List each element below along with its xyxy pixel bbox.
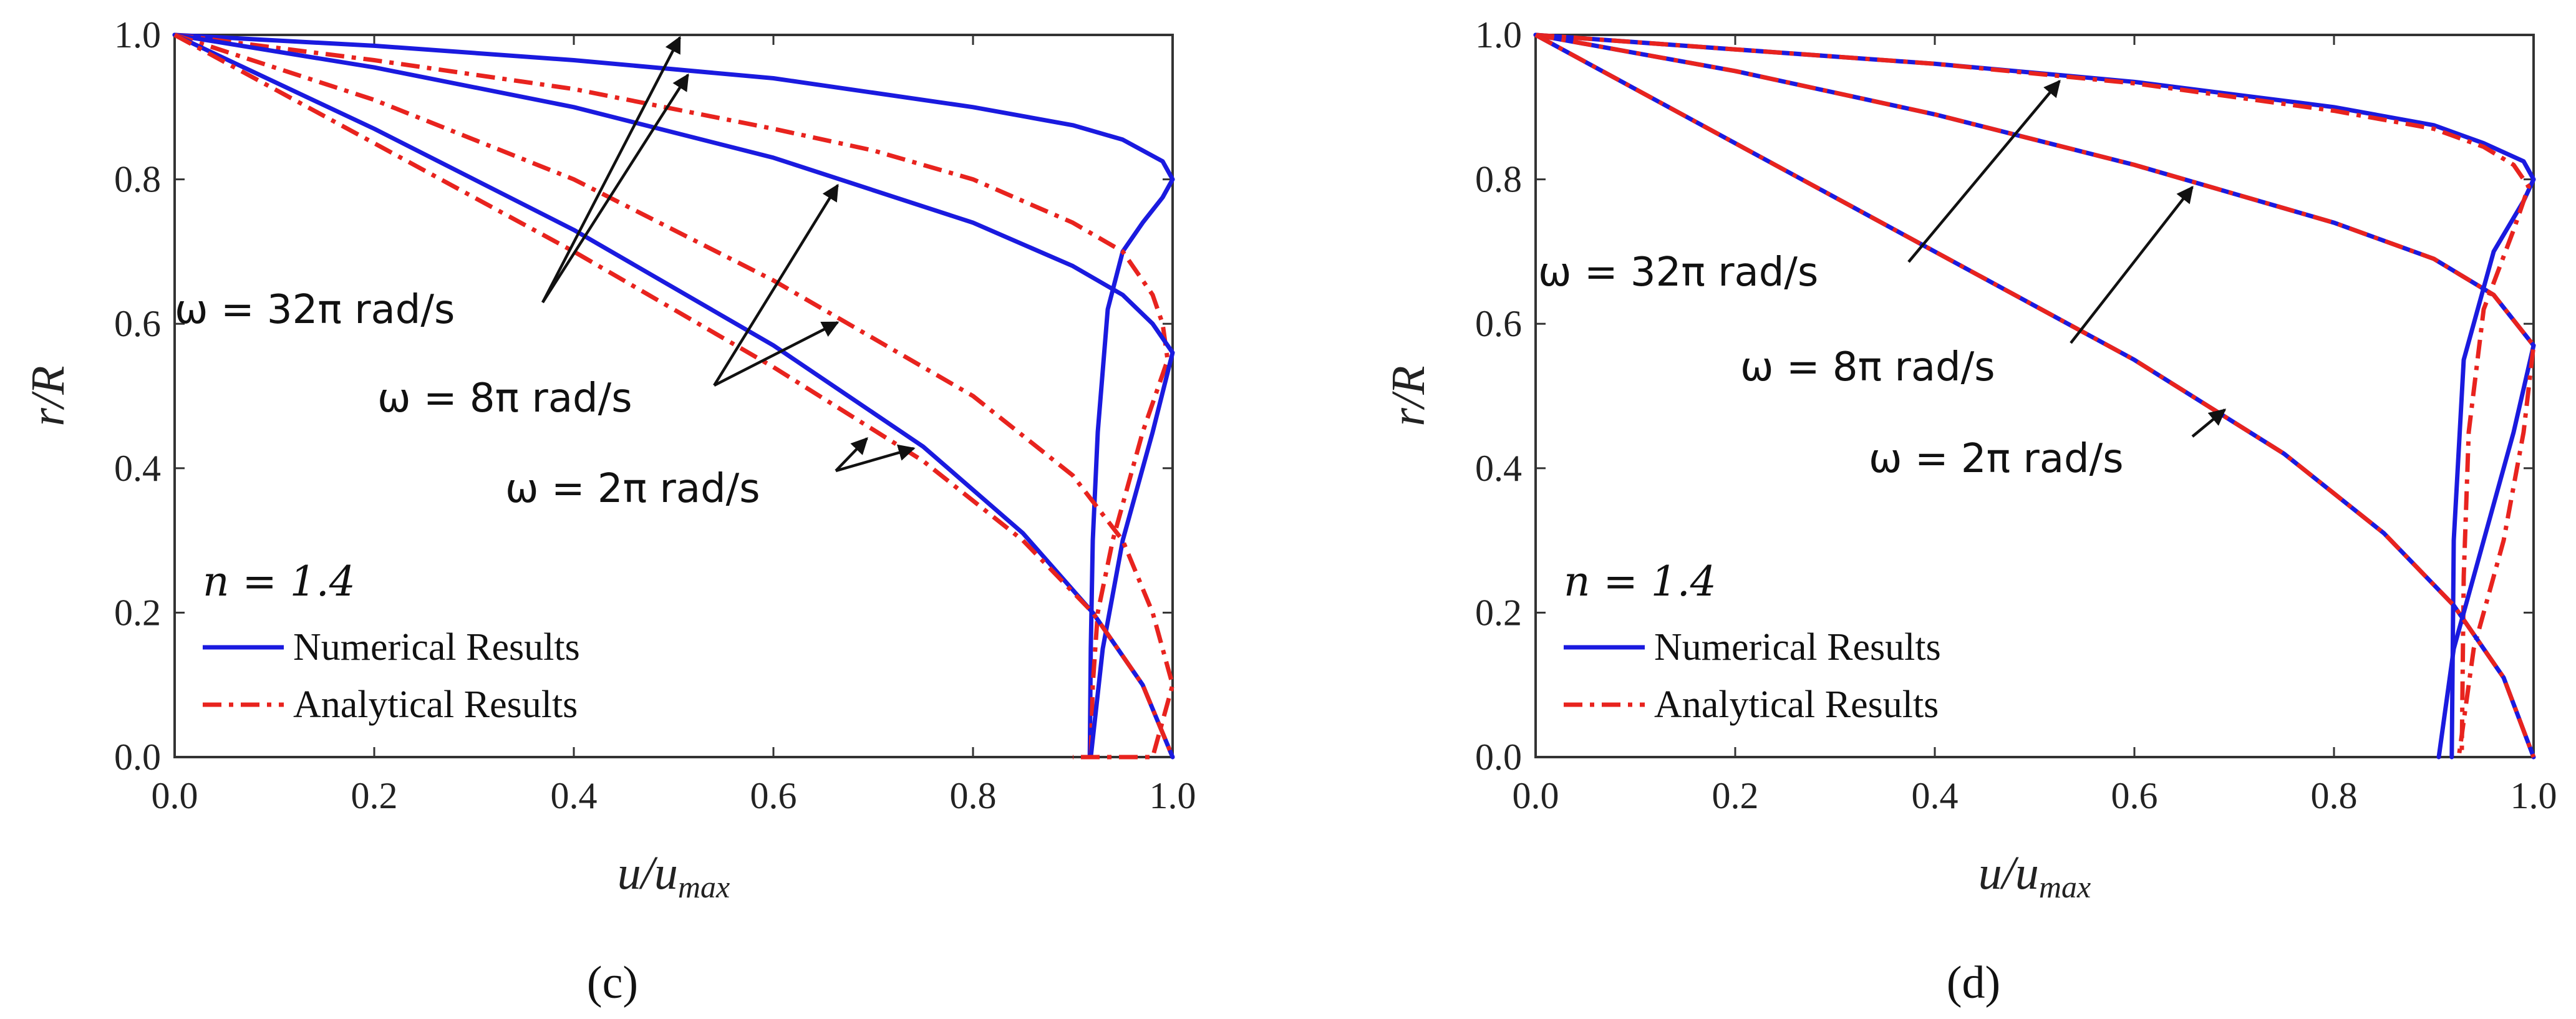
annotation-arrows <box>1907 79 2227 438</box>
axis-ticks: 0.0 0.2 0.4 0.6 0.8 1.0 0.0 0.2 0.4 0.6 0.8 1.0 <box>114 14 1196 816</box>
series-line-numerical <box>172 32 1175 760</box>
x-tick-label: 0.6 <box>2111 775 2158 816</box>
series-group <box>172 32 1175 760</box>
arrow-32pi-b <box>541 73 689 304</box>
x-axis-label: u/umax <box>1978 847 2091 904</box>
y-tick-label: 0.0 <box>114 736 161 778</box>
annotation-omega-32pi: ω = 32π rad/s <box>175 287 455 333</box>
x-tick-label: 0.0 <box>152 775 198 816</box>
y-tick-label: 0.0 <box>1475 736 1522 778</box>
arrow-8pi-b <box>713 321 840 387</box>
series-line-analytical <box>1535 32 2531 758</box>
y-tick-label: 0.6 <box>1475 303 1522 344</box>
y-tick-label: 0.4 <box>114 448 161 489</box>
x-tick-label: 1.0 <box>1150 775 1196 816</box>
legend-label-analytical: Analytical Results <box>1654 683 1939 726</box>
arrow-32pi-a <box>541 36 681 304</box>
series-group <box>1533 32 2536 760</box>
x-tick-label: 0.2 <box>1712 775 1759 816</box>
y-tick-label: 1.0 <box>114 14 161 56</box>
annotation-arrows <box>541 36 916 473</box>
y-tick-label: 0.2 <box>114 592 161 633</box>
arrow-2pi-b <box>835 444 916 473</box>
legend: n = 1.4 Numerical Results Analytical Res… <box>203 558 580 726</box>
x-axis-label: u/umax <box>617 847 730 904</box>
x-tick-label: 0.8 <box>950 775 997 816</box>
legend-title: n = 1.4 <box>1564 558 1717 606</box>
panel-d: 0.0 0.2 0.4 0.6 0.8 1.0 0.0 0.2 0.4 0.6 0.8 1.0 u/u… <box>1382 14 2557 1008</box>
y-tick-label: 0.8 <box>114 159 161 200</box>
x-tick-label: 0.4 <box>1912 775 1959 816</box>
y-tick-label: 0.8 <box>1475 159 1522 200</box>
legend-label-numerical: Numerical Results <box>293 626 580 669</box>
y-tick-label: 1.0 <box>1475 14 1522 56</box>
panel-label-d: (d) <box>1947 957 2000 1008</box>
y-tick-label: 0.4 <box>1475 448 1522 489</box>
legend-label-analytical: Analytical Results <box>293 683 578 726</box>
plot-frame <box>173 34 1174 758</box>
annotation-omega-2pi: ω = 2π rad/s <box>1869 436 2124 482</box>
x-tick-label: 0.0 <box>1513 775 1559 816</box>
series-line-analytical <box>174 32 1170 758</box>
x-tick-label: 0.6 <box>750 775 797 816</box>
legend-title: n = 1.4 <box>203 558 356 606</box>
annotation-omega-2pi: ω = 2π rad/s <box>505 466 760 512</box>
axis-ticks: 0.0 0.2 0.4 0.6 0.8 1.0 0.0 0.2 0.4 0.6 0.8 1.0 <box>1475 14 2557 816</box>
arrow-32pi <box>1907 79 2061 263</box>
x-tick-label: 0.2 <box>351 775 398 816</box>
series-line-analytical <box>1535 32 2536 758</box>
panel-label-c: (c) <box>587 957 638 1008</box>
arrow-8pi <box>2070 185 2194 344</box>
y-tick-label: 0.6 <box>114 303 161 344</box>
arrow-2pi <box>2191 408 2227 438</box>
series-line-analytical <box>1534 32 2536 758</box>
annotation-omega-8pi: ω = 8π rad/s <box>377 375 632 422</box>
arrow-2pi-a <box>835 437 868 472</box>
panel-c: 0.0 0.2 0.4 0.6 0.8 1.0 0.0 0.2 0.4 0.6 0.8 1.0 u/u… <box>22 14 1196 1008</box>
series-line-analytical <box>173 32 1175 758</box>
y-axis-label: r/R <box>22 365 74 426</box>
y-tick-label: 0.2 <box>1475 592 1522 633</box>
x-tick-label: 0.4 <box>551 775 598 816</box>
series-line-numerical <box>172 32 1175 760</box>
arrow-8pi-a <box>713 183 839 387</box>
annotation-omega-8pi: ω = 8π rad/s <box>1740 344 1995 390</box>
y-axis-label: r/R <box>1382 365 1435 426</box>
annotation-omega-32pi: ω = 32π rad/s <box>1538 249 1818 296</box>
x-tick-label: 1.0 <box>2511 775 2557 816</box>
legend-label-numerical: Numerical Results <box>1654 626 1941 669</box>
series-line-analytical <box>173 32 1175 760</box>
legend: n = 1.4 Numerical Results Analytical Res… <box>1564 558 1941 726</box>
x-tick-label: 0.8 <box>2311 775 2358 816</box>
plot-frame <box>1534 34 2535 758</box>
